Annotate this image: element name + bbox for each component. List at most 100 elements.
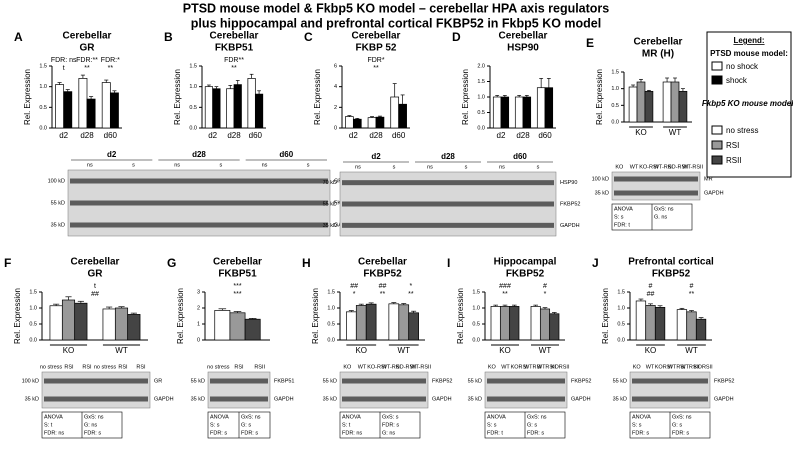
x-tick-label: d2 [59,131,68,140]
bar [49,305,63,341]
lane-label: KO-RSII [668,164,689,170]
protein-label: HSP90 [560,180,577,186]
lane-label: RSI [136,364,146,370]
y-tick-label: 1.0 [39,84,47,90]
stats-cell: G. ns [654,214,667,220]
panel-letter: C [304,30,313,44]
chart-title: Cerebellar [358,257,407,268]
lane-label: RSI [64,364,74,370]
bar [102,308,116,341]
chart-title: Cerebellar [352,31,401,42]
marker-label: 35 kD [595,190,609,196]
lane-label: RSI [82,364,92,370]
lane-label: KORSII [551,364,570,370]
y-axis-label: Rel. Expression [13,288,22,344]
stats-cell: GxS: ns [654,206,674,212]
significance-label: ** [108,65,114,72]
bar [499,306,511,341]
bar [536,87,546,129]
chart-title: GR [88,269,104,280]
significance-label: ** [84,65,90,72]
chart-title: FKBP52 [363,269,402,280]
legend-title: Legend: [733,36,764,45]
y-tick-label: 0.0 [327,337,335,343]
marker-label: 100 kD [48,178,65,184]
chart-title: Prefrontal cortical [628,257,714,268]
y-tick-label: 2 [197,305,200,311]
marker-label: 100 kD [22,378,39,384]
chart-title: Cerebellar [210,31,259,42]
bar [254,93,264,129]
y-tick-label: 0 [197,337,200,343]
chart-title: FKBP 52 [356,43,397,54]
lane-label: s [393,164,396,170]
blot-band [44,396,148,402]
y-tick-label: 0.0 [617,337,625,343]
x-tick-label: d60 [104,131,118,140]
bar [670,81,680,123]
y-axis-label: Rel. Expression [313,69,322,125]
bar [204,86,214,129]
blot-band [70,200,328,206]
y-axis-label: Rel. Expression [311,288,320,344]
significance-label: FDR:** [76,57,98,64]
y-tick-label: 1.5 [611,69,619,75]
protein-label: FKBP51 [274,378,294,384]
lane-label: WT [630,164,639,170]
y-tick-label: 1.0 [611,86,619,92]
stats-cell: GxS: ns [527,414,547,420]
blot-band [342,201,554,207]
marker-label: 55 kD [613,378,627,384]
bar [86,98,96,129]
bar [78,78,88,129]
x-tick-label: WT [685,346,698,355]
lane-label: s [465,164,468,170]
stats-cell: G: s [241,422,251,428]
significance-label: ## [647,291,655,298]
protein-label: FKBP52 [714,378,734,384]
bar [244,318,261,341]
chart-title: Cerebellar [63,31,112,42]
lane-label: s [307,162,310,168]
blot-band [632,396,708,402]
stats-cell: S: s [210,422,220,428]
y-tick-label: 1.0 [189,84,197,90]
blot-image [339,371,429,409]
chart-title: Cerebellar [213,257,262,268]
y-tick-label: 0.0 [611,119,619,125]
protein-label: GR [154,378,162,384]
blot-band [342,396,426,402]
bar [226,88,235,129]
x-tick-label: WT [115,346,128,355]
blot-band [44,378,148,384]
significance-label: FDR:* [101,57,120,64]
bar [695,318,707,341]
significance-label: ** [380,291,386,298]
significance-label: ** [689,291,695,298]
chart-title: Cerebellar [634,37,683,48]
stats-cell: FDR: t [487,430,503,436]
marker-label: 35 kD [191,396,205,402]
stats-cell: G: ns [84,422,97,428]
blot-band [70,222,328,228]
stats-cell: FDR: s [527,430,544,436]
stats-cell: FDR: ns [342,430,362,436]
x-tick-label: d28 [227,131,241,140]
bar [352,118,362,129]
panel-letter: I [447,256,450,270]
significance-label: # [690,283,694,290]
marker-label: 55 kD [323,201,337,207]
stats-cell: ANOVA [210,414,229,420]
x-tick-label: d28 [369,131,383,140]
marker-label: 70 kD [323,180,337,186]
significance-label: ## [91,291,99,298]
marker-label: 35 kD [468,396,482,402]
y-tick-label: 0.0 [189,125,197,131]
lane-label: ns [262,162,268,168]
bar [345,116,354,129]
legend-item: no stress [726,126,758,135]
lane-label: KO [488,364,497,370]
blot-band [70,178,328,184]
y-tick-label: 0.5 [477,110,485,116]
bar [628,86,638,123]
